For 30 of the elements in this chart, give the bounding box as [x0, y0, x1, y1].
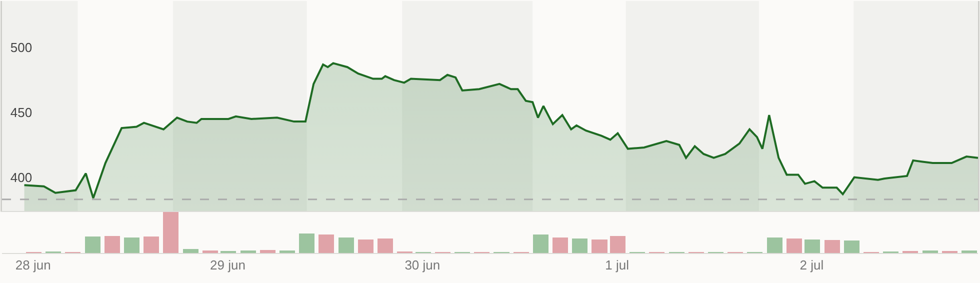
bar: [182, 248, 198, 253]
bar: [610, 236, 626, 253]
bar: [532, 234, 548, 253]
bar: [299, 233, 315, 253]
bar: [592, 239, 608, 253]
bar: [318, 234, 334, 253]
x-tick-label: 1 jul: [605, 258, 630, 273]
bar: [786, 238, 802, 253]
bar: [804, 239, 820, 253]
bar: [572, 238, 588, 253]
bar: [124, 237, 140, 253]
bar: [338, 237, 354, 253]
bar: [552, 237, 568, 253]
y-tick-label: 400: [10, 170, 32, 185]
bar: [844, 240, 860, 253]
x-tick-label: 2 jul: [800, 258, 824, 273]
bar: [260, 250, 276, 253]
bar: [766, 237, 782, 253]
bar: [104, 236, 120, 253]
x-tick-label: 30 jun: [404, 258, 440, 273]
bar: [824, 240, 840, 253]
y-tick-label: 450: [10, 105, 32, 120]
x-tick-label: 29 jun: [210, 258, 246, 273]
y-tick-label: 500: [10, 40, 32, 56]
bar: [163, 212, 179, 253]
bar: [377, 238, 393, 253]
x-tick-label: 28 jun: [15, 258, 51, 273]
bar: [84, 236, 100, 253]
bar: [144, 236, 160, 253]
bar: [358, 239, 374, 253]
